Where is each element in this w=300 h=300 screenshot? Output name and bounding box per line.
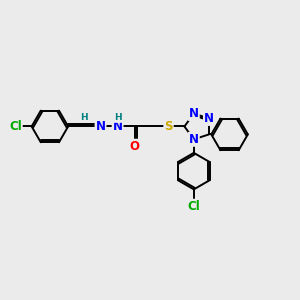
Text: N: N xyxy=(189,107,199,120)
Text: O: O xyxy=(130,140,140,153)
Text: N: N xyxy=(112,120,123,133)
Text: H: H xyxy=(114,113,122,122)
Text: N: N xyxy=(204,112,214,125)
Text: H: H xyxy=(80,113,88,122)
Text: Cl: Cl xyxy=(9,120,22,133)
Text: Cl: Cl xyxy=(188,200,200,213)
Text: N: N xyxy=(189,133,199,146)
Text: S: S xyxy=(164,120,173,133)
Text: N: N xyxy=(95,120,106,133)
